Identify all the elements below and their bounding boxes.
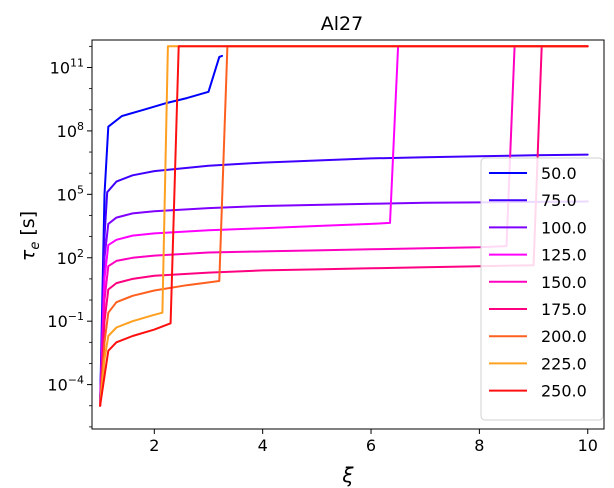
y-tick-label: 1011 — [50, 56, 84, 77]
series-layer — [99, 45, 589, 407]
x-axis: 2 4 6 8 10 — [149, 429, 598, 455]
series-line-175.0 — [99, 45, 589, 407]
legend-label: 250.0 — [541, 382, 587, 401]
y-tick-label: 108 — [57, 120, 84, 141]
x-axis-label: ξ — [341, 463, 354, 487]
y-tick-label: 10−4 — [47, 374, 84, 395]
series-line-100.0 — [99, 200, 589, 407]
y-axis-label-subscript: e — [28, 242, 43, 250]
legend-label: 200.0 — [541, 327, 587, 346]
legend-label: 75.0 — [541, 191, 577, 210]
y-tick-label: 102 — [57, 247, 84, 268]
x-tick-label: 10 — [578, 436, 598, 455]
legend-label: 175.0 — [541, 300, 587, 319]
x-tick-label: 4 — [258, 436, 268, 455]
legend-label: 50.0 — [541, 164, 577, 183]
series-line-150.0 — [99, 45, 589, 407]
legend-items: 50.0 75.0 100.0 125.0 150.0 175.0 200.0 225.0 25… — [489, 164, 587, 401]
x-tick-label: 2 — [149, 436, 159, 455]
series-line-75.0 — [99, 153, 589, 407]
y-axis: 1011 108 105 102 10−1 10−4 — [47, 45, 92, 428]
legend: 50.0 75.0 100.0 125.0 150.0 175.0 200.0 225.0 25… — [480, 157, 604, 421]
x-tick-label: 6 — [366, 436, 376, 455]
chart-title: Al27 — [321, 13, 363, 35]
y-axis-label: τe [s] — [17, 211, 43, 261]
series-line-50.0 — [99, 54, 223, 407]
y-tick-label: 105 — [57, 183, 84, 204]
y-axis-label-symbol: τ — [17, 249, 39, 261]
series-line-225.0 — [99, 45, 589, 407]
plot-frame — [91, 39, 605, 430]
y-axis-label-unit: [s] — [17, 211, 39, 242]
y-tick-label: 10−1 — [47, 310, 84, 331]
series-line-125.0 — [99, 45, 589, 407]
legend-label: 150.0 — [541, 273, 587, 292]
legend-box — [480, 157, 604, 421]
legend-label: 225.0 — [541, 354, 587, 373]
legend-label: 100.0 — [541, 218, 587, 237]
series-line-250.0 — [99, 45, 589, 407]
x-tick-label: 8 — [474, 436, 484, 455]
legend-label: 125.0 — [541, 246, 587, 265]
